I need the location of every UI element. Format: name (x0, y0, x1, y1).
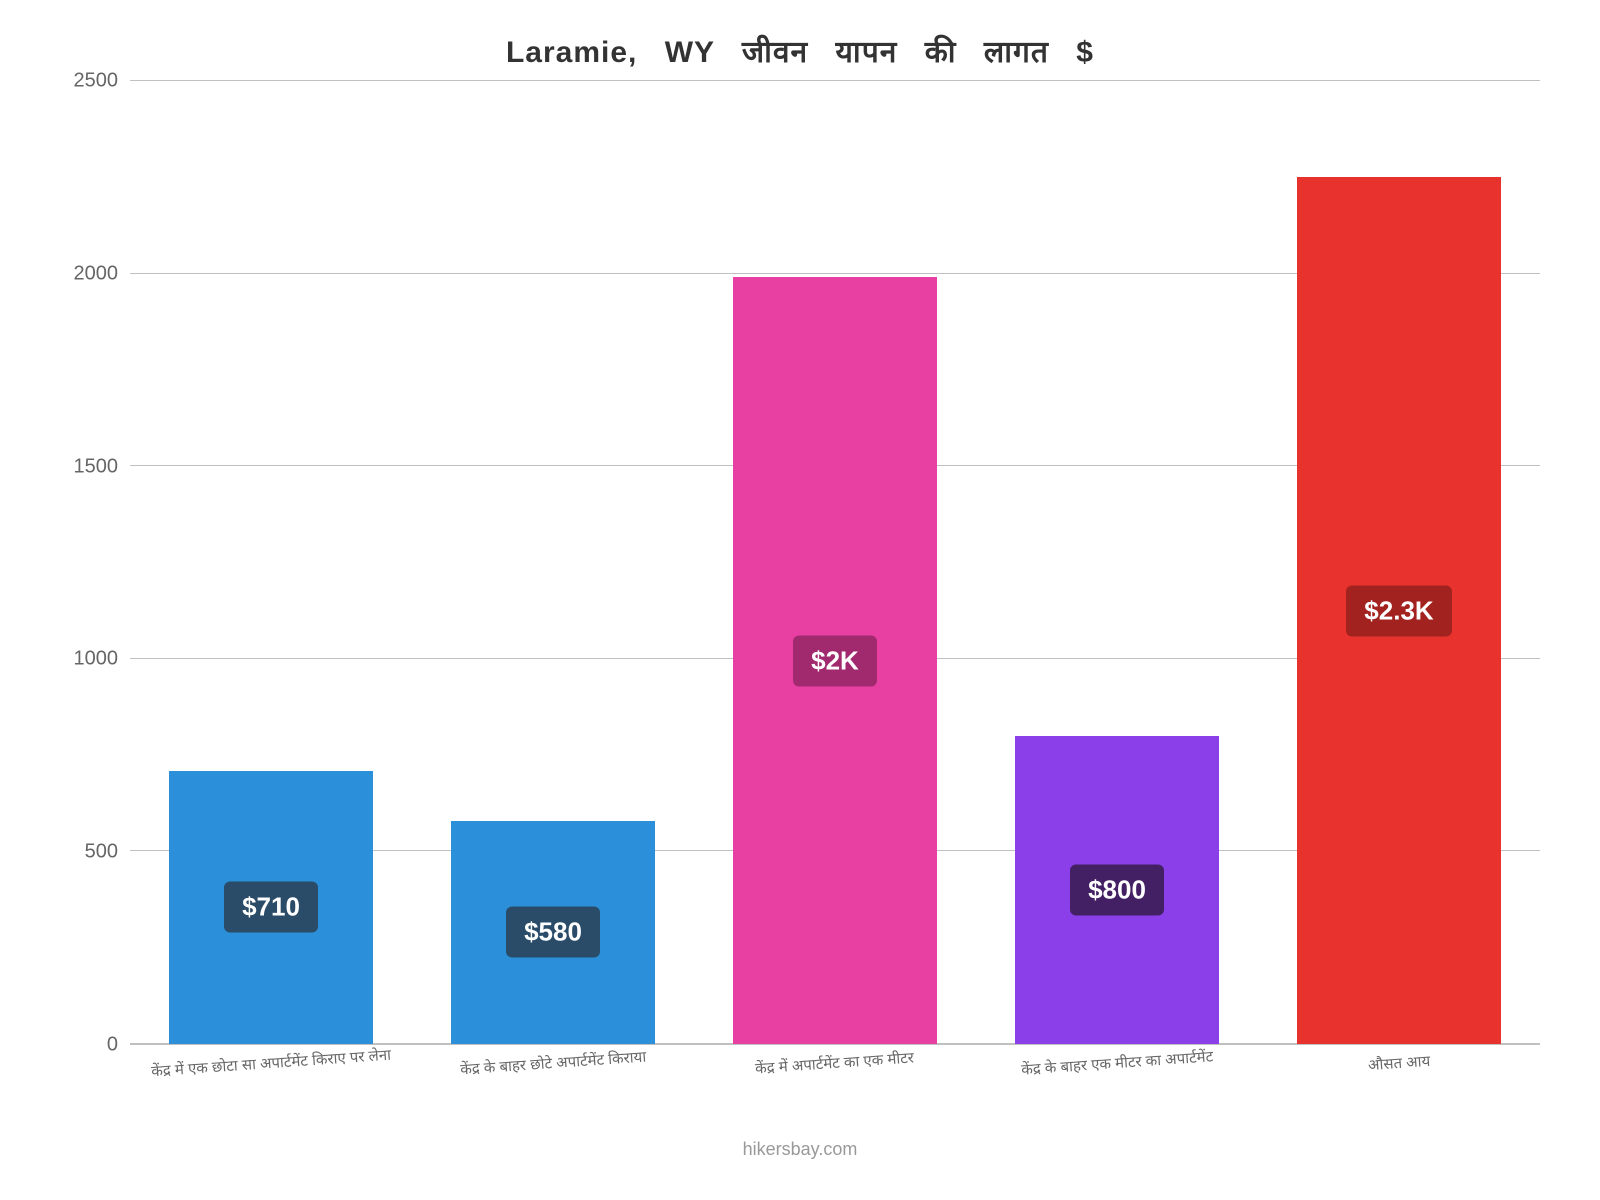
y-tick: 2000 (74, 262, 119, 285)
bar-rent-small-outside: $580 (451, 821, 654, 1044)
x-tick: केंद्र में अपार्टमेंट का एक मीटर (694, 1045, 976, 1135)
bar-slot: $2K (694, 81, 976, 1044)
bar-sqm-outside: $800 (1015, 736, 1218, 1044)
bar-slot: $710 (130, 81, 412, 1044)
bar-slot: $800 (976, 81, 1258, 1044)
bar-value-label: $2.3K (1346, 585, 1451, 636)
bars-container: $710 $580 $2K $800 (130, 81, 1540, 1044)
x-tick-label: औसत आय (1367, 1051, 1430, 1075)
cost-of-living-chart: Laramie, WY जीवन यापन की लागत $ 0 500 10… (0, 0, 1600, 1200)
plot-area: $710 $580 $2K $800 (130, 81, 1540, 1045)
x-tick: औसत आय (1258, 1045, 1540, 1135)
chart-footer: hikersbay.com (60, 1135, 1540, 1160)
y-tick: 1500 (74, 455, 119, 478)
x-tick-label: केंद्र में एक छोटा सा अपार्टमेंट किराए प… (150, 1045, 391, 1082)
bar-slot: $580 (412, 81, 694, 1044)
x-tick: केंद्र में एक छोटा सा अपार्टमेंट किराए प… (130, 1045, 412, 1135)
bar-rent-small-centre: $710 (169, 771, 372, 1044)
y-tick: 2500 (74, 70, 119, 93)
x-tick: केंद्र के बाहर छोटे अपार्टमेंट किराया (412, 1045, 694, 1135)
y-axis: 0 500 1000 1500 2000 2500 (60, 81, 130, 1045)
y-tick: 1000 (74, 648, 119, 671)
bar-avg-income: $2.3K (1297, 177, 1500, 1044)
bar-value-label: $580 (506, 907, 600, 958)
x-tick-label: केंद्र के बाहर छोटे अपार्टमेंट किराया (459, 1047, 646, 1080)
bar-value-label: $800 (1070, 864, 1164, 915)
bar-value-label: $710 (224, 882, 318, 933)
plot-region: 0 500 1000 1500 2000 2500 $710 (60, 81, 1540, 1045)
y-tick: 500 (85, 841, 118, 864)
bar-slot: $2.3K (1258, 81, 1540, 1044)
y-tick: 0 (107, 1034, 118, 1057)
chart-title: Laramie, WY जीवन यापन की लागत $ (60, 30, 1540, 71)
bar-value-label: $2K (793, 635, 877, 686)
x-tick-label: केंद्र के बाहर एक मीटर का अपार्टमेंट (1020, 1046, 1213, 1079)
x-tick: केंद्र के बाहर एक मीटर का अपार्टमेंट (976, 1045, 1258, 1135)
x-tick-label: केंद्र में अपार्टमेंट का एक मीटर (755, 1047, 915, 1078)
x-axis: केंद्र में एक छोटा सा अपार्टमेंट किराए प… (60, 1045, 1540, 1135)
bar-sqm-centre: $2K (733, 277, 936, 1044)
